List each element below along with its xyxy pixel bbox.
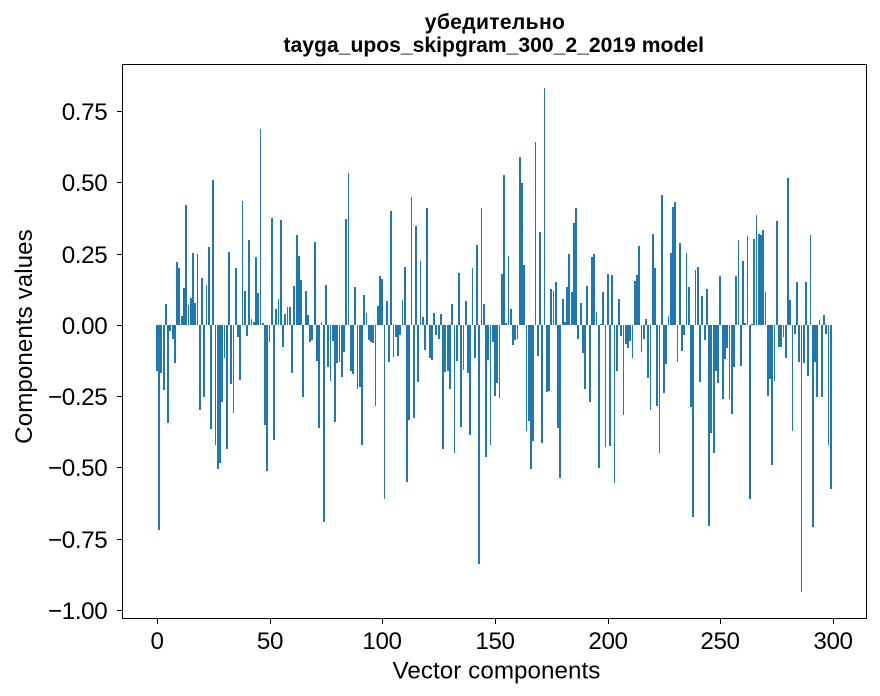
svg-text:50: 50 bbox=[257, 628, 283, 655]
svg-text:300: 300 bbox=[813, 628, 852, 655]
svg-text:tayga_upos_skipgram_300_2_2019: tayga_upos_skipgram_300_2_2019 model bbox=[284, 34, 704, 57]
svg-text:250: 250 bbox=[700, 628, 739, 655]
svg-text:убедительно: убедительно bbox=[425, 11, 565, 34]
svg-text:200: 200 bbox=[588, 628, 627, 655]
svg-text:−0.25: −0.25 bbox=[48, 384, 107, 411]
svg-text:0.75: 0.75 bbox=[62, 99, 108, 126]
svg-text:−1.00: −1.00 bbox=[48, 598, 107, 625]
svg-text:150: 150 bbox=[475, 628, 514, 655]
svg-text:Components values: Components values bbox=[11, 229, 38, 444]
svg-text:0.25: 0.25 bbox=[62, 242, 108, 269]
svg-text:Vector components: Vector components bbox=[393, 658, 601, 685]
svg-text:0.00: 0.00 bbox=[62, 313, 108, 340]
svg-text:0.50: 0.50 bbox=[62, 170, 108, 197]
svg-text:−0.50: −0.50 bbox=[48, 455, 107, 482]
svg-text:−0.75: −0.75 bbox=[48, 527, 107, 554]
svg-text:0: 0 bbox=[150, 628, 163, 655]
svg-text:100: 100 bbox=[362, 628, 401, 655]
